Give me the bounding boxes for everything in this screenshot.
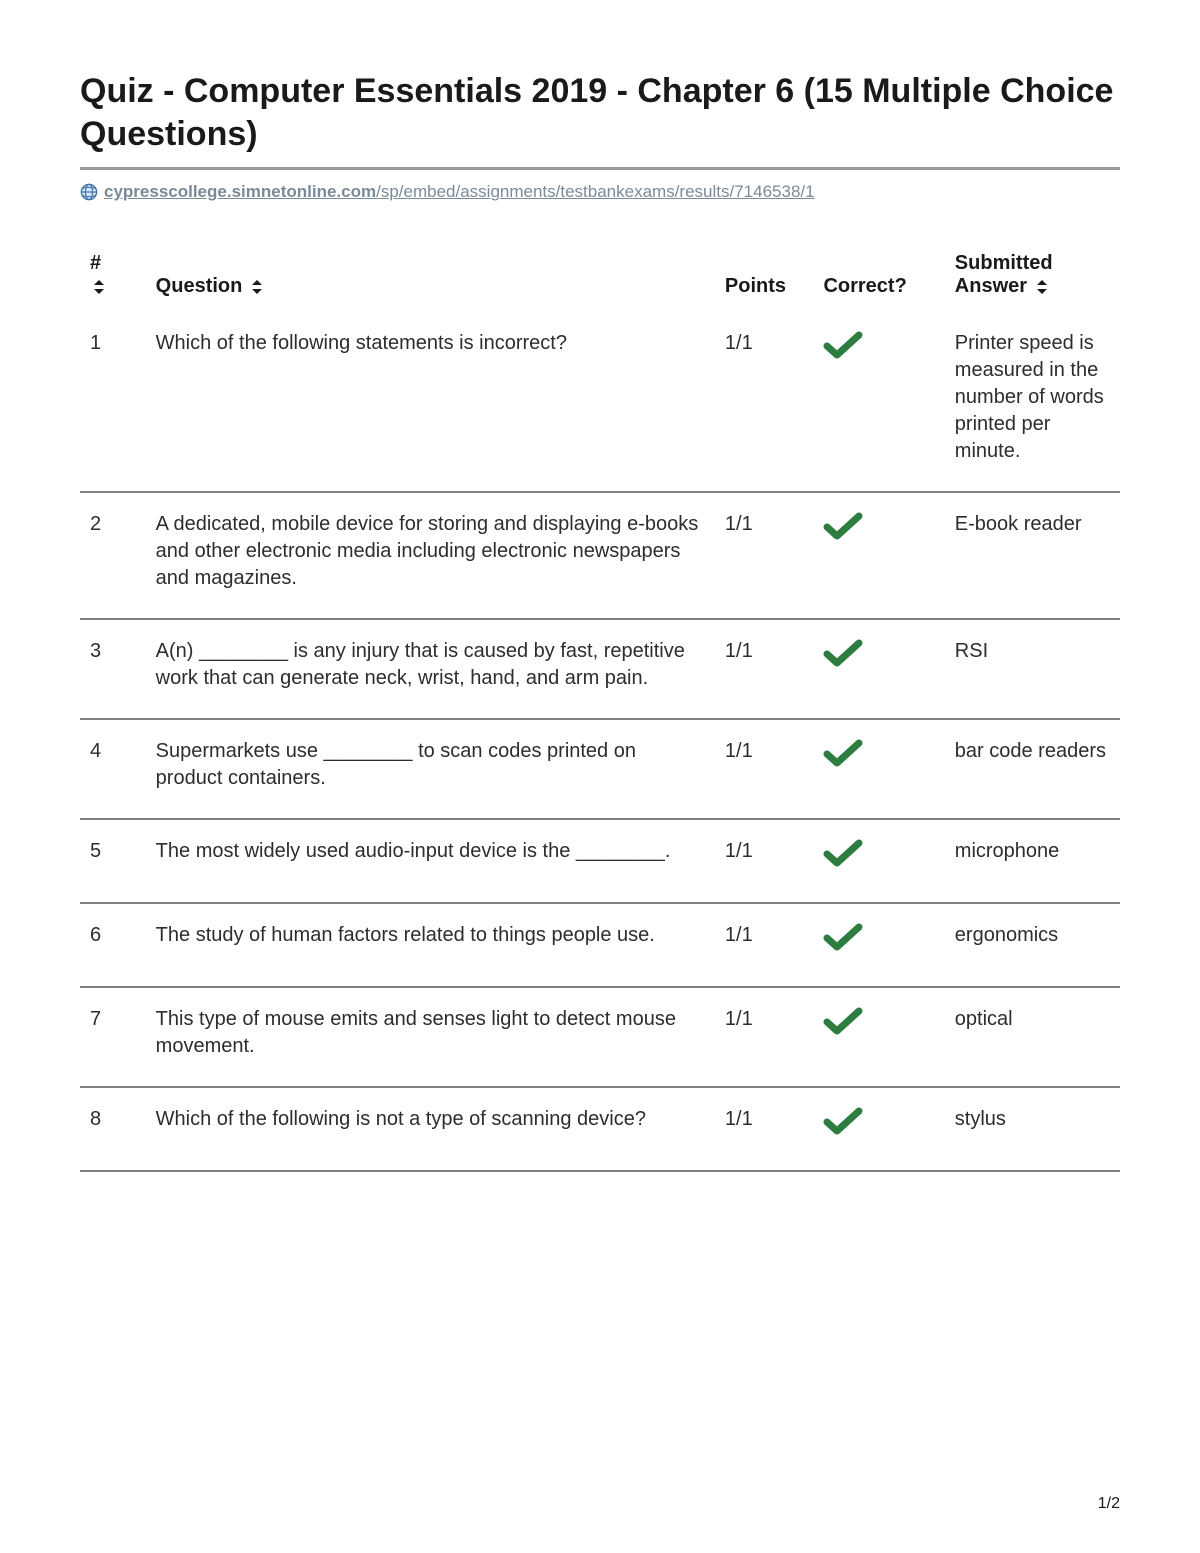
cell-points: 1/1 xyxy=(715,903,814,987)
table-row: 5The most widely used audio-input device… xyxy=(80,819,1120,903)
cell-question: This type of mouse emits and senses ligh… xyxy=(146,987,715,1087)
cell-number: 8 xyxy=(80,1087,146,1171)
cell-number: 6 xyxy=(80,903,146,987)
cell-question: The most widely used audio-input device … xyxy=(146,819,715,903)
table-row: 1Which of the following statements is in… xyxy=(80,312,1120,492)
table-body: 1Which of the following statements is in… xyxy=(80,312,1120,1171)
cell-number: 2 xyxy=(80,492,146,619)
check-icon xyxy=(823,751,863,773)
cell-correct xyxy=(813,819,944,903)
check-icon xyxy=(823,651,863,673)
check-icon xyxy=(823,343,863,365)
table-row: 6The study of human factors related to t… xyxy=(80,903,1120,987)
check-icon xyxy=(823,1019,863,1041)
check-icon xyxy=(823,851,863,873)
col-header-points-label: Points xyxy=(725,275,786,297)
cell-correct xyxy=(813,312,944,492)
cell-question: A dedicated, mobile device for storing a… xyxy=(146,492,715,619)
cell-question: Which of the following is not a type of … xyxy=(146,1087,715,1171)
cell-answer: bar code readers xyxy=(945,719,1120,819)
cell-answer: Printer speed is measured in the number … xyxy=(945,312,1120,492)
cell-answer: RSI xyxy=(945,619,1120,719)
col-header-points: Points xyxy=(715,242,814,312)
col-header-number[interactable]: # xyxy=(80,242,146,312)
col-header-answer[interactable]: Submitted Answer xyxy=(945,242,1120,312)
check-icon xyxy=(823,524,863,546)
cell-points: 1/1 xyxy=(715,619,814,719)
cell-points: 1/1 xyxy=(715,987,814,1087)
cell-correct xyxy=(813,492,944,619)
results-table: # Question Points Correct? xyxy=(80,242,1120,1172)
sort-icon xyxy=(92,279,106,295)
cell-points: 1/1 xyxy=(715,819,814,903)
source-url-row: cypresscollege.simnetonline.com/sp/embed… xyxy=(80,182,1120,202)
table-row: 2A dedicated, mobile device for storing … xyxy=(80,492,1120,619)
col-header-question-label: Question xyxy=(156,275,243,297)
page-number: 1/2 xyxy=(1098,1495,1120,1513)
cell-answer: ergonomics xyxy=(945,903,1120,987)
url-domain: cypresscollege.simnetonline.com xyxy=(104,182,376,201)
cell-number: 5 xyxy=(80,819,146,903)
cell-question: Which of the following statements is inc… xyxy=(146,312,715,492)
table-row: 8Which of the following is not a type of… xyxy=(80,1087,1120,1171)
cell-answer: optical xyxy=(945,987,1120,1087)
cell-correct xyxy=(813,719,944,819)
cell-answer: microphone xyxy=(945,819,1120,903)
table-row: 7This type of mouse emits and senses lig… xyxy=(80,987,1120,1087)
cell-correct xyxy=(813,903,944,987)
cell-correct xyxy=(813,987,944,1087)
cell-question: Supermarkets use ________ to scan codes … xyxy=(146,719,715,819)
page-title: Quiz - Computer Essentials 2019 - Chapte… xyxy=(80,70,1120,155)
cell-points: 1/1 xyxy=(715,1087,814,1171)
cell-points: 1/1 xyxy=(715,492,814,619)
sort-icon xyxy=(1035,279,1049,295)
col-header-question[interactable]: Question xyxy=(146,242,715,312)
cell-answer: stylus xyxy=(945,1087,1120,1171)
cell-question: The study of human factors related to th… xyxy=(146,903,715,987)
cell-points: 1/1 xyxy=(715,719,814,819)
table-row: 3A(n) ________ is any injury that is cau… xyxy=(80,619,1120,719)
table-header: # Question Points Correct? xyxy=(80,242,1120,312)
page-container: Quiz - Computer Essentials 2019 - Chapte… xyxy=(0,0,1200,1553)
col-header-number-label: # xyxy=(90,252,101,274)
url-path: /sp/embed/assignments/testbankexams/resu… xyxy=(376,182,814,201)
cell-answer: E-book reader xyxy=(945,492,1120,619)
check-icon xyxy=(823,1119,863,1141)
cell-number: 4 xyxy=(80,719,146,819)
cell-question: A(n) ________ is any injury that is caus… xyxy=(146,619,715,719)
cell-correct xyxy=(813,619,944,719)
cell-points: 1/1 xyxy=(715,312,814,492)
source-url-link[interactable]: cypresscollege.simnetonline.com/sp/embed… xyxy=(104,182,815,202)
cell-number: 1 xyxy=(80,312,146,492)
col-header-correct: Correct? xyxy=(813,242,944,312)
table-row: 4Supermarkets use ________ to scan codes… xyxy=(80,719,1120,819)
cell-correct xyxy=(813,1087,944,1171)
title-divider xyxy=(80,167,1120,170)
col-header-correct-label: Correct? xyxy=(823,275,906,297)
globe-icon xyxy=(80,183,98,201)
check-icon xyxy=(823,935,863,957)
sort-icon xyxy=(250,279,264,295)
cell-number: 7 xyxy=(80,987,146,1087)
cell-number: 3 xyxy=(80,619,146,719)
